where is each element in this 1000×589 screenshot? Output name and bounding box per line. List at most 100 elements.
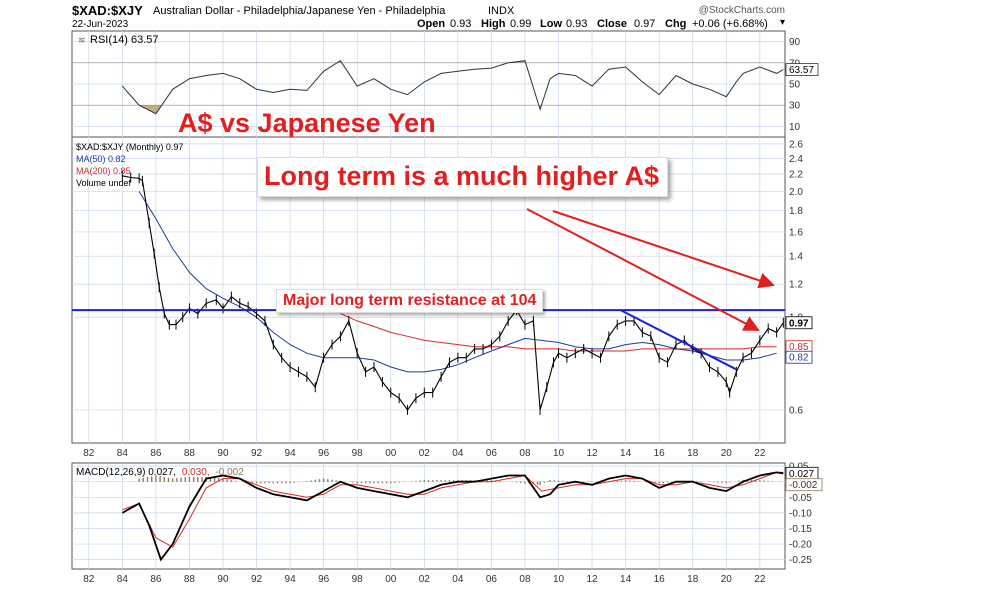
high-label: High	[481, 18, 506, 30]
rsi-label: RSI(14) 63.57	[90, 34, 158, 46]
x-tick-label-macd: 98	[352, 574, 364, 585]
x-tick-label-macd: 94	[285, 574, 297, 585]
macd-signal-line	[122, 471, 784, 548]
price-tick-label: 1.2	[789, 280, 803, 291]
macd-layer	[121, 471, 784, 562]
x-tick-label-macd: 18	[687, 574, 699, 585]
low-label: Low	[540, 18, 562, 30]
x-tick-label-price: 08	[519, 448, 531, 459]
x-tick-label-macd: 86	[150, 574, 162, 585]
x-tick-label-macd: 08	[519, 574, 531, 585]
rsi-tick-label: 30	[789, 101, 801, 112]
exchange-label: INDX	[488, 5, 515, 17]
rsi-line	[121, 60, 784, 115]
x-tick-label-price: 22	[754, 448, 766, 459]
legend-ma200: MA(200) 0.85	[76, 166, 131, 176]
chg-value: +0.06 (+6.68%)	[692, 18, 768, 30]
x-tick-label-price: 14	[620, 448, 632, 459]
macd-tick-label: -0.15	[789, 524, 812, 535]
macd-label-main: MACD(12,26,9) 0.027,	[76, 467, 176, 478]
x-tick-label-macd: 88	[184, 574, 196, 585]
macd-hist-tag	[785, 478, 823, 492]
headline-annotation: A$ vs Japanese Yen	[178, 108, 436, 138]
macd-tick-label: -0.25	[789, 555, 812, 566]
x-tick-label-price: 18	[687, 448, 699, 459]
price-tick-label: 0.6	[789, 405, 803, 416]
downtrend-line	[620, 309, 737, 371]
x-tick-label-macd: 16	[654, 574, 666, 585]
x-tick-label-macd: 00	[385, 574, 397, 585]
x-tick-label-price: 02	[419, 448, 431, 459]
rsi-current-tag	[785, 63, 819, 77]
open-value: 0.93	[450, 18, 471, 30]
price-tick-label: 2.0	[789, 187, 803, 198]
price-tick-label: 2.4	[789, 154, 803, 165]
x-tick-label-price: 12	[587, 448, 599, 459]
settings-chevron-icon[interactable]: ▾	[780, 17, 785, 28]
price-tick-label: 2.6	[789, 139, 803, 150]
x-tick-label-price: 84	[117, 448, 129, 459]
macd-panel	[71, 462, 786, 570]
x-tick-label-macd: 22	[754, 574, 766, 585]
x-tick-label-macd: 04	[452, 574, 464, 585]
macd-label-signal: 0.030,	[182, 467, 210, 478]
x-tick-label-macd: 20	[721, 574, 733, 585]
arrow-upper	[552, 210, 775, 289]
rsi-tick-label: 90	[789, 37, 801, 48]
macd-current-value: 0.027	[789, 469, 814, 480]
macd-label-hist: -0.002	[215, 467, 244, 478]
ma200-current-tag-value: 0.85	[789, 342, 809, 353]
arrow-lower	[526, 208, 760, 331]
x-tick-label-macd: 10	[553, 574, 565, 585]
x-tick-label-macd: 82	[83, 574, 95, 585]
macd-tick-label: -0.05	[789, 493, 812, 504]
rsi-panel-icon: ≋	[78, 35, 86, 45]
axis-layer: 82 82 84 84 86 86 88 88 90 90 92 92 94 94 96 96 98 98 00 00…	[83, 37, 823, 585]
price-layer	[72, 170, 785, 415]
chg-label: Chg	[665, 18, 686, 30]
x-tick-label-price: 96	[318, 448, 330, 459]
symbol-title: $XAD:$XJY	[72, 3, 143, 18]
x-tick-label-price: 90	[217, 448, 229, 459]
watermark: @StockCharts.com	[699, 5, 785, 16]
resistance-annotation: Major long term resistance at 104	[276, 289, 544, 313]
x-tick-label-macd: 02	[419, 574, 431, 585]
x-tick-label-price: 16	[654, 448, 666, 459]
x-tick-label-macd: 06	[486, 574, 498, 585]
x-tick-label-price: 00	[385, 448, 397, 459]
price-current-tag-value: 0.97	[789, 318, 809, 329]
rsi-layer	[121, 60, 784, 115]
legend-volume: Volume undef	[76, 178, 132, 188]
x-tick-label-macd: 84	[117, 574, 129, 585]
ohlc-readout: Open 0.93 High 0.99 Low 0.93 Close 0.97 …	[417, 18, 768, 30]
x-tick-label-macd: 92	[251, 574, 263, 585]
grid-lines	[72, 31, 785, 569]
x-tick-label-price: 82	[83, 448, 95, 459]
x-tick-label-price: 10	[553, 448, 565, 459]
x-tick-label-price: 88	[184, 448, 196, 459]
macd-tick-label: -0.20	[789, 540, 812, 551]
ma50-current-tag	[785, 350, 813, 364]
price-tick-label: 2.2	[789, 170, 803, 181]
price-legend: $XAD:$XJY (Monthly) 0.97 MA(50) 0.82 MA(…	[76, 142, 183, 188]
x-tick-label-price: 98	[352, 448, 364, 459]
open-label: Open	[417, 18, 445, 30]
legend-symbol: $XAD:$XJY (Monthly) 0.97	[76, 142, 183, 152]
price-tick-label: 1.4	[789, 252, 803, 263]
ma50-current-tag-value: 0.82	[789, 353, 809, 364]
x-tick-label-macd: 96	[318, 574, 330, 585]
price-tick-label: 1.6	[789, 227, 803, 238]
x-tick-label-macd: 90	[217, 574, 229, 585]
rsi-tick-label: 50	[789, 80, 801, 91]
low-value: 0.93	[566, 18, 587, 30]
rsi-tick-label: 10	[789, 122, 801, 133]
x-tick-label-price: 94	[285, 448, 297, 459]
long-term-annotation: Long term is a much higher A$	[257, 157, 669, 197]
close-value: 0.97	[634, 18, 655, 30]
macd-tick-label: -0.10	[789, 508, 812, 519]
rsi-current-value: 63.57	[789, 65, 814, 76]
price-current-tag	[785, 316, 813, 330]
x-tick-label-price: 92	[251, 448, 263, 459]
x-tick-label-price: 20	[721, 448, 733, 459]
